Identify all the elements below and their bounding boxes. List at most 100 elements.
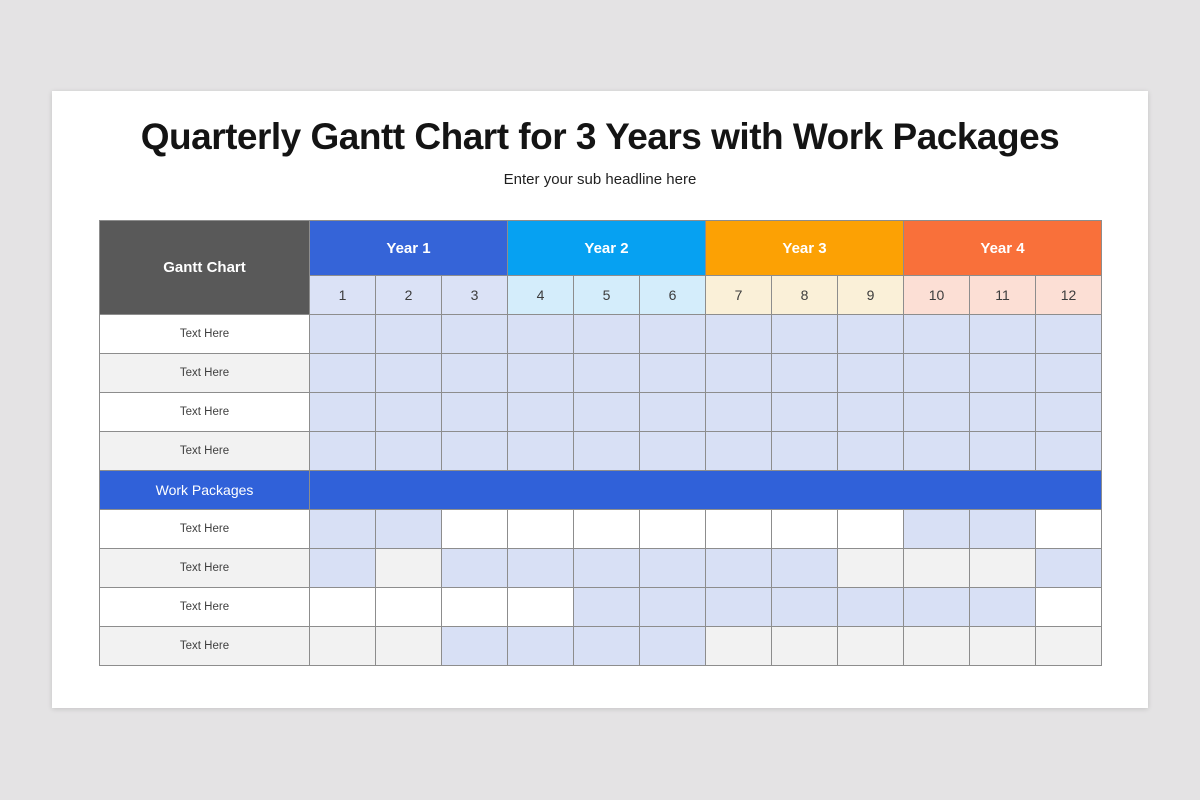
- gantt-cell: [376, 315, 441, 353]
- gantt-cell: [838, 510, 903, 548]
- gantt-cell: [508, 354, 573, 392]
- gantt-cell: [442, 432, 507, 470]
- gantt-cell: [904, 315, 969, 353]
- gantt-cell: [706, 510, 771, 548]
- gantt-cell: [838, 627, 903, 665]
- gantt-cell: [376, 393, 441, 431]
- gantt-cell: [970, 510, 1035, 548]
- year-header-cell: Year 1: [310, 221, 507, 275]
- gantt-cell: [1036, 627, 1101, 665]
- gantt-cell: [574, 588, 639, 626]
- gantt-cell: [772, 315, 837, 353]
- gantt-cell: [442, 588, 507, 626]
- gantt-cell: [574, 510, 639, 548]
- row-label: Text Here: [100, 588, 309, 626]
- gantt-cell: [376, 432, 441, 470]
- gantt-cell: [508, 549, 573, 587]
- gantt-cell: [640, 588, 705, 626]
- quarter-number-cell: 4: [508, 276, 573, 314]
- gantt-cell: [640, 315, 705, 353]
- year-header-cell: Year 3: [706, 221, 903, 275]
- gantt-cell: [574, 627, 639, 665]
- gantt-cell: [1036, 354, 1101, 392]
- gantt-cell: [1036, 588, 1101, 626]
- page-subtitle: Enter your sub headline here: [503, 171, 697, 188]
- gantt-cell: [706, 393, 771, 431]
- quarter-number-cell: 10: [904, 276, 969, 314]
- gantt-corner-cell: Gantt Chart: [100, 221, 309, 314]
- quarter-number-cell: 8: [772, 276, 837, 314]
- gantt-cell: [376, 588, 441, 626]
- gantt-cell: [574, 315, 639, 353]
- gantt-cell: [970, 549, 1035, 587]
- gantt-cell: [706, 432, 771, 470]
- gantt-cell: [838, 432, 903, 470]
- gantt-cell: [904, 432, 969, 470]
- row-label: Text Here: [100, 315, 309, 353]
- gantt-cell: [1036, 315, 1101, 353]
- gantt-cell: [772, 549, 837, 587]
- gantt-cell: [1036, 393, 1101, 431]
- gantt-cell: [574, 549, 639, 587]
- gantt-cell: [904, 510, 969, 548]
- quarter-number-cell: 1: [310, 276, 375, 314]
- gantt-cell: [442, 549, 507, 587]
- row-label: Text Here: [100, 549, 309, 587]
- gantt-cell: [772, 588, 837, 626]
- gantt-cell: [442, 510, 507, 548]
- gantt-cell: [970, 393, 1035, 431]
- quarter-number-cell: 5: [574, 276, 639, 314]
- gantt-cell: [772, 432, 837, 470]
- gantt-cell: [640, 432, 705, 470]
- gantt-cell: [706, 315, 771, 353]
- year-header-cell: Year 2: [508, 221, 705, 275]
- gantt-cell: [904, 393, 969, 431]
- gantt-cell: [508, 510, 573, 548]
- row-label: Text Here: [100, 393, 309, 431]
- gantt-cell: [706, 354, 771, 392]
- gantt-cell: [310, 627, 375, 665]
- gantt-cell: [904, 354, 969, 392]
- gantt-cell: [1036, 549, 1101, 587]
- gantt-cell: [970, 588, 1035, 626]
- slide-card: Quarterly Gantt Chart for 3 Years with W…: [52, 91, 1148, 708]
- gantt-cell: [772, 627, 837, 665]
- gantt-cell: [970, 354, 1035, 392]
- gantt-cell: [640, 354, 705, 392]
- gantt-cell: [508, 627, 573, 665]
- gantt-cell: [442, 354, 507, 392]
- gantt-cell: [838, 549, 903, 587]
- gantt-cell: [1036, 432, 1101, 470]
- quarter-number-cell: 12: [1036, 276, 1101, 314]
- gantt-cell: [706, 588, 771, 626]
- gantt-cell: [904, 549, 969, 587]
- work-packages-label: Work Packages: [100, 471, 309, 509]
- quarter-number-cell: 9: [838, 276, 903, 314]
- year-header-cell: Year 4: [904, 221, 1101, 275]
- gantt-cell: [376, 549, 441, 587]
- gantt-cell: [310, 315, 375, 353]
- gantt-cell: [442, 315, 507, 353]
- gantt-cell: [574, 354, 639, 392]
- gantt-cell: [310, 510, 375, 548]
- gantt-cell: [838, 588, 903, 626]
- gantt-cell: [970, 627, 1035, 665]
- gantt-cell: [640, 549, 705, 587]
- gantt-cell: [970, 315, 1035, 353]
- gantt-cell: [376, 510, 441, 548]
- gantt-cell: [310, 588, 375, 626]
- row-label: Text Here: [100, 510, 309, 548]
- gantt-cell: [904, 588, 969, 626]
- gantt-cell: [508, 315, 573, 353]
- gantt-cell: [376, 627, 441, 665]
- gantt-cell: [640, 510, 705, 548]
- row-label: Text Here: [100, 432, 309, 470]
- gantt-cell: [310, 549, 375, 587]
- gantt-cell: [310, 354, 375, 392]
- work-packages-bar: [310, 471, 1101, 509]
- gantt-cell: [310, 432, 375, 470]
- gantt-cell: [904, 627, 969, 665]
- row-label: Text Here: [100, 354, 309, 392]
- gantt-cell: [970, 432, 1035, 470]
